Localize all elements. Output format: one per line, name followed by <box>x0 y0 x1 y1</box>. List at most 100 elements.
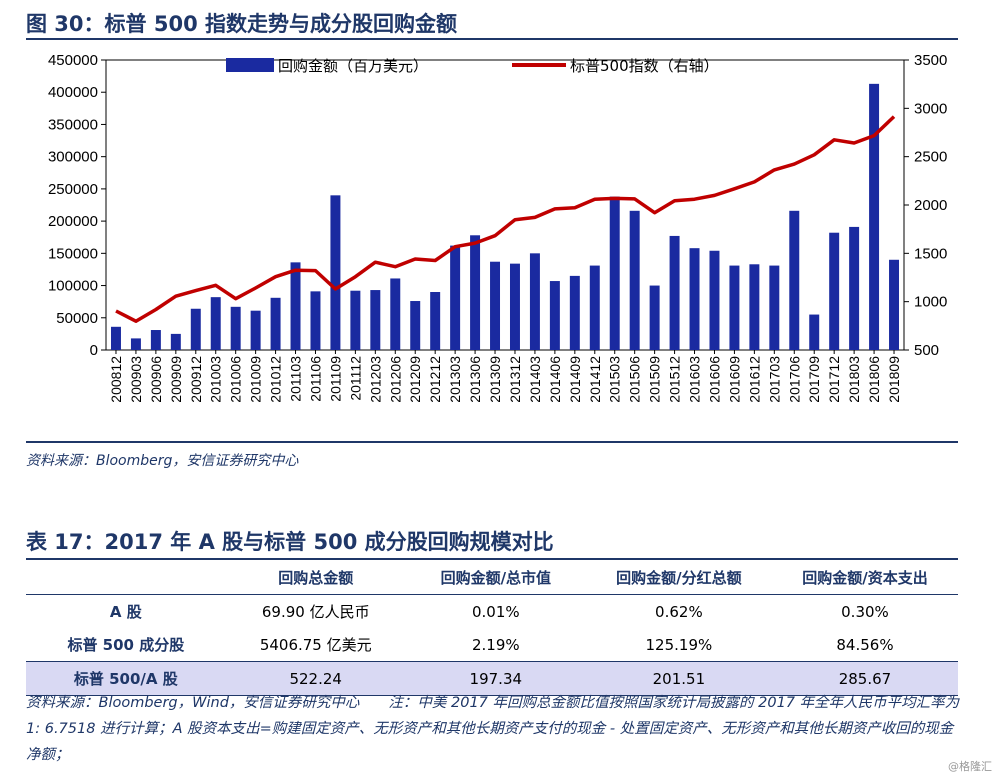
x-tick-label: 201712 <box>826 356 842 403</box>
y-left-tick-label: 200000 <box>48 213 98 230</box>
y-left-tick-label: 400000 <box>48 84 98 101</box>
chart-bottom-rule <box>26 441 958 443</box>
bar <box>330 195 341 350</box>
table-header-row: 回购总金额 回购金额/总市值 回购金额/分红总额 回购金额/资本支出 <box>26 558 958 595</box>
row-header: 标普 500 成分股 <box>67 636 185 654</box>
comparison-table: 回购总金额 回购金额/总市值 回购金额/分红总额 回购金额/资本支出 A 股 6… <box>26 558 958 696</box>
table-cell: 201.51 <box>585 661 772 696</box>
bar <box>450 245 461 350</box>
title-rule <box>26 38 958 40</box>
y-left-tick-label: 0 <box>90 342 98 359</box>
y-left-tick-label: 100000 <box>48 278 98 295</box>
x-tick-label: 201706 <box>786 356 802 403</box>
bar <box>509 263 520 350</box>
y-right-tick-label: 3000 <box>914 100 947 117</box>
x-tick-label: 201006 <box>228 356 244 403</box>
watermark: @格隆汇 <box>948 760 992 773</box>
bar <box>490 261 501 350</box>
x-tick-label: 201309 <box>487 356 503 403</box>
x-tick-label: 201803 <box>846 356 862 403</box>
legend-line-label: 标普500指数（右轴） <box>570 57 719 75</box>
x-tick-label: 201506 <box>627 356 643 403</box>
x-tick-label: 201303 <box>447 356 463 403</box>
table-row: A 股 69.90 亿人民币 0.01% 0.62% 0.30% <box>26 595 958 629</box>
y-right-tick-label: 3500 <box>914 52 947 69</box>
bar <box>250 310 261 350</box>
bar <box>749 264 760 350</box>
table-cell: 84.56% <box>836 635 894 654</box>
bar <box>569 275 580 350</box>
bar <box>130 338 141 350</box>
bar <box>390 278 401 350</box>
x-tick-label: 201512 <box>667 356 683 403</box>
bar <box>410 301 421 350</box>
bar <box>849 226 860 350</box>
x-tick-label: 201203 <box>367 356 383 403</box>
bar <box>470 235 481 350</box>
x-tick-label: 201606 <box>706 356 722 403</box>
bar <box>869 83 880 350</box>
header-cell: 回购金额/分红总额 <box>585 558 772 595</box>
x-tick-label: 200909 <box>168 356 184 403</box>
table-cell: 0.30% <box>841 602 889 621</box>
x-tick-label: 201503 <box>607 356 623 403</box>
table-cell: 5406.75 亿美元 <box>259 636 372 654</box>
y-right-tick-label: 500 <box>914 342 939 359</box>
bar <box>210 297 221 350</box>
bar <box>529 253 540 350</box>
bar <box>889 259 900 350</box>
bar <box>230 306 241 350</box>
bar <box>270 297 281 350</box>
x-tick-label: 201103 <box>288 356 304 402</box>
bar <box>549 281 560 350</box>
header-cell: 回购金额/总市值 <box>405 558 586 595</box>
x-tick-label: 200903 <box>128 356 144 403</box>
y-right-tick-label: 1500 <box>914 245 947 262</box>
legend-bar-label: 回购金额（百万美元） <box>278 57 428 75</box>
x-tick-label: 201609 <box>726 356 742 403</box>
table-cell: 522.24 <box>225 661 406 696</box>
bar <box>589 265 600 350</box>
x-tick-label: 201009 <box>248 356 264 403</box>
bar <box>190 308 201 350</box>
table-cell: 69.90 亿人民币 <box>261 603 370 621</box>
combo-chart: 0 50000 100000 150000 200000 250000 300000 3500… <box>48 52 947 403</box>
row-header: A 股 <box>109 603 142 621</box>
x-tick-label: 201312 <box>507 356 523 403</box>
header-cell: 回购金额/资本支出 <box>771 558 958 595</box>
figure-title: 图 30：标普 500 指数走势与成分股回购金额 <box>26 12 457 36</box>
x-tick-label: 201206 <box>387 356 403 403</box>
plot-frame <box>105 59 905 351</box>
x-tick-label: 201603 <box>687 356 703 403</box>
table-cell: 2.19% <box>471 635 520 654</box>
bar <box>629 210 640 350</box>
x-tick-label: 201709 <box>806 356 822 403</box>
bar <box>809 314 820 350</box>
y-left-tick-label: 300000 <box>48 149 98 166</box>
x-tick-label: 201209 <box>407 356 423 403</box>
header-cell: 回购总金额 <box>225 558 406 595</box>
y-right-tick-label: 2000 <box>914 197 947 214</box>
x-tick-label: 201403 <box>527 356 543 403</box>
y-left-tick-label: 250000 <box>48 181 98 198</box>
table-note: 资料来源：Bloomberg，Wind，安信证券研究中心 注：中美 2017 年… <box>26 695 960 763</box>
y-left-tick-label: 350000 <box>48 116 98 133</box>
y-left-tick-label: 150000 <box>48 245 98 262</box>
y-right-tick-label: 1000 <box>914 294 947 311</box>
row-header: 标普 500/A 股 <box>26 661 226 696</box>
bar <box>110 326 121 350</box>
bar <box>150 330 161 350</box>
x-tick-label: 201106 <box>307 356 323 402</box>
table-cell: 285.67 <box>771 661 958 696</box>
bar <box>669 235 680 350</box>
x-tick-label: 200906 <box>148 356 164 403</box>
bar <box>709 250 720 350</box>
x-tick-label: 201406 <box>547 356 563 403</box>
table-row: 标普 500 成分股 5406.75 亿美元 2.19% 125.19% 84.… <box>26 628 958 662</box>
table-cell: 0.62% <box>655 602 703 621</box>
x-tick-label: 201809 <box>886 356 902 403</box>
x-tick-label: 201003 <box>208 356 224 403</box>
x-tick-label: 201212 <box>427 356 443 403</box>
x-tick-label: 201409 <box>567 356 583 403</box>
x-tick-label: 201012 <box>268 356 284 403</box>
